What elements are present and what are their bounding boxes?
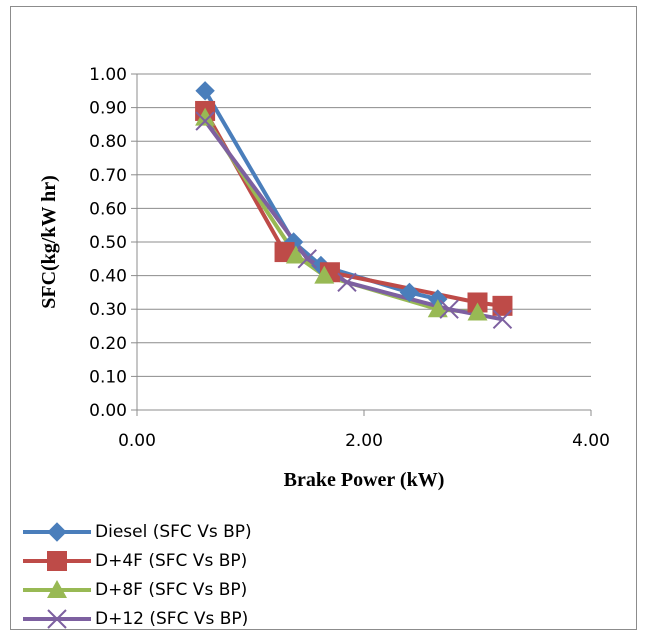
data-point-d8f: [427, 299, 448, 318]
chart-area: 0.00 0.10 0.20 0.30 0.40 0.50 0.60 0.70 0.80 0.90…: [10, 6, 637, 630]
legend-item-diesel: Diesel (SFC Vs BP): [21, 517, 421, 546]
y-tick-label: 0.60: [89, 199, 127, 219]
legend: Diesel (SFC Vs BP) D+4F (SFC Vs BP) D+8F…: [21, 517, 421, 633]
legend-swatch-d4f: [23, 550, 91, 571]
data-point-d12-stroke: [337, 272, 357, 293]
data-point-d8f: [314, 265, 335, 284]
data-point-d12: [337, 272, 357, 293]
legend-label-d8f: D+8F (SFC Vs BP): [95, 579, 248, 600]
x-tick-label: 4.00: [572, 431, 610, 451]
y-tick-label: 0.30: [89, 300, 127, 320]
x-tick-label: 2.00: [345, 431, 383, 451]
data-point-d12: [439, 299, 459, 319]
axes: [131, 73, 592, 416]
legend-swatch-d12: [23, 608, 91, 629]
data-point-d12-stroke: [492, 309, 513, 329]
legend-marker-d4f: [47, 550, 67, 571]
data-point-diesel: [399, 282, 420, 303]
legend-marker-d12-stroke: [47, 608, 67, 629]
legend-marker-diesel: [47, 521, 67, 542]
y-tick-label: 0.40: [89, 267, 127, 287]
data-point-d8f: [195, 107, 216, 126]
y-tick-label: 0.50: [89, 233, 127, 253]
legend-item-d4f: D+4F (SFC Vs BP): [21, 546, 421, 575]
legend-swatch-diesel: [23, 521, 91, 542]
data-point-d8f: [285, 245, 306, 264]
y-tick-labels: 0.00 0.10 0.20 0.30 0.40 0.50 0.60 0.70 0.80 0.90…: [89, 65, 127, 421]
series-markers: [195, 81, 513, 329]
y-tick-label: 1.00: [89, 65, 127, 85]
y-tick-label: 0.90: [89, 99, 127, 119]
y-tick-label: 0.00: [89, 401, 127, 421]
data-point-d12: [195, 111, 215, 131]
data-point-d12-stroke: [439, 299, 459, 319]
grid-lines: [137, 73, 591, 377]
y-tick-label: 0.70: [89, 166, 127, 186]
y-axis-title: SFC(kg/kW hr): [38, 175, 60, 309]
legend-label-d12: D+12 (SFC Vs BP): [95, 608, 249, 629]
data-point-d12-stroke: [195, 111, 215, 131]
data-point-d4f: [467, 292, 488, 313]
data-point-diesel: [195, 81, 215, 101]
data-point-d12: [492, 309, 513, 329]
y-tick-label: 0.20: [89, 334, 127, 354]
legend-label-d4f: D+4F (SFC Vs BP): [95, 550, 248, 571]
x-tick-labels: 0.00 2.00 4.00: [118, 431, 610, 451]
x-tick-label: 0.00: [118, 431, 156, 451]
series-lines: [203, 89, 503, 322]
legend-item-d8f: D+8F (SFC Vs BP): [21, 575, 421, 604]
x-axis-title: Brake Power (kW): [284, 469, 445, 491]
plot-area: 0.00 0.10 0.20 0.30 0.40 0.50 0.60 0.70 0.80 0.90…: [38, 65, 610, 491]
series-line-d8f: [203, 116, 478, 315]
data-point-d8f: [467, 302, 488, 321]
y-tick-label: 0.10: [89, 367, 127, 387]
legend-label-diesel: Diesel (SFC Vs BP): [95, 521, 252, 542]
legend-marker-d8f: [47, 579, 67, 598]
y-tick-label: 0.80: [89, 132, 127, 152]
data-point-d4f: [492, 295, 513, 316]
legend-swatch-d8f: [23, 579, 91, 598]
legend-marker-d12: [47, 608, 67, 629]
legend-item-d12: D+12 (SFC Vs BP): [21, 604, 421, 633]
data-point-d12: [297, 249, 317, 269]
data-point-d12-stroke: [297, 249, 317, 269]
